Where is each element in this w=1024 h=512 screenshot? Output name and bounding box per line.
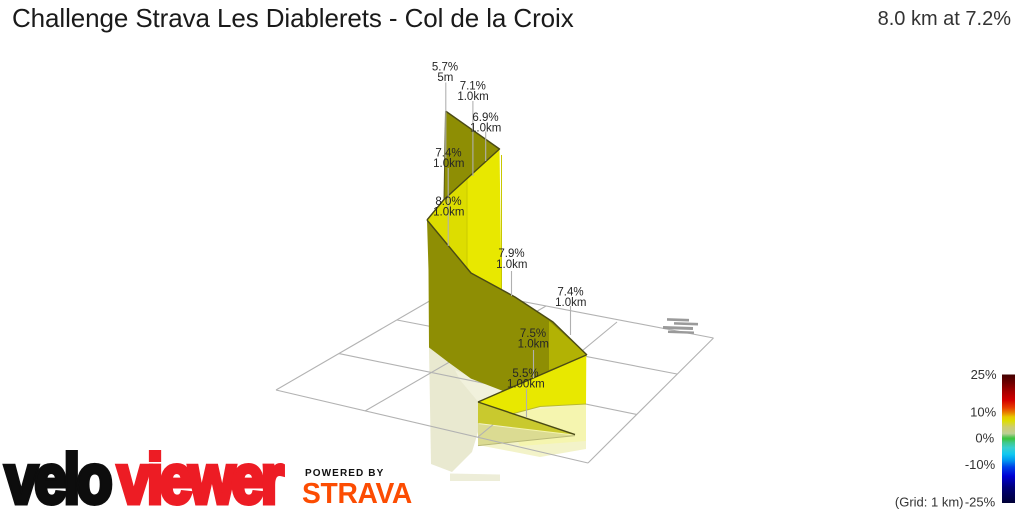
svg-text:25%: 25%: [971, 367, 997, 382]
svg-text:7.9%: 7.9%: [498, 248, 524, 260]
svg-text:7.4%: 7.4%: [435, 148, 461, 160]
svg-text:STRAVA: STRAVA: [302, 478, 412, 510]
svg-text:5.7%: 5.7%: [432, 62, 458, 74]
svg-text:7.4%: 7.4%: [557, 287, 583, 299]
svg-text:1.0km: 1.0km: [518, 339, 549, 351]
svg-text:1.0km: 1.0km: [496, 259, 527, 271]
svg-text:1.0km: 1.0km: [555, 297, 586, 309]
svg-text:(Grid: 1 km): (Grid: 1 km): [895, 495, 964, 510]
svg-text:1.0km: 1.0km: [457, 91, 488, 103]
svg-text:1.0km: 1.0km: [433, 207, 464, 219]
svg-text:7.5%: 7.5%: [520, 328, 546, 340]
svg-text:-10%: -10%: [965, 457, 996, 472]
svg-text:-25%: -25%: [965, 495, 996, 510]
svg-text:1.0km: 1.0km: [470, 123, 501, 135]
svg-text:velo: velo: [5, 439, 110, 512]
svg-text:POWERED BY: POWERED BY: [305, 468, 384, 479]
svg-text:10%: 10%: [970, 405, 996, 420]
svg-text:6.9%: 6.9%: [472, 112, 498, 124]
svg-text:1.00km: 1.00km: [507, 379, 545, 391]
svg-text:5.5%: 5.5%: [512, 368, 538, 380]
svg-text:0%: 0%: [975, 431, 994, 446]
svg-text:7.1%: 7.1%: [460, 81, 486, 93]
svg-text:viewer: viewer: [118, 439, 284, 512]
svg-text:8.0%: 8.0%: [435, 196, 461, 208]
svg-text:5m: 5m: [437, 72, 453, 84]
svg-text:1.0km: 1.0km: [433, 158, 464, 170]
